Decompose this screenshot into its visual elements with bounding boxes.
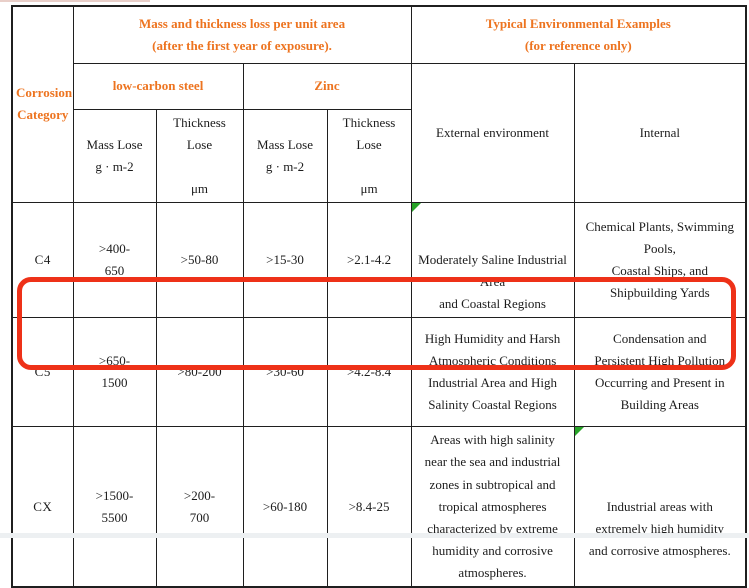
cell-c4-steel-mass-lose: >400- 650 bbox=[72, 201, 157, 319]
header-typical-environmental-examples: Typical Environmental Examples (for refe… bbox=[410, 5, 747, 64]
comment-corner-icon bbox=[411, 202, 421, 212]
header-low-carbon-steel: low-carbon steel bbox=[72, 62, 244, 110]
table-row-cx: CX >1500- 5500 >200- 700 >60-180 >8.4-25… bbox=[11, 426, 747, 588]
cell-c4-zinc-thickness-lose: >2.1-4.2 bbox=[326, 201, 412, 319]
header-external-environment: External environment bbox=[410, 62, 575, 203]
cell-cx-category: CX bbox=[11, 426, 74, 588]
corrosion-category-table: Corrosion Category Mass and thickness lo… bbox=[11, 5, 748, 588]
cell-c5-internal: Condensation and Persistent High Polluti… bbox=[573, 317, 747, 428]
header-zinc: Zinc bbox=[242, 62, 412, 110]
cell-c5-steel-thickness-lose: >80-200 bbox=[155, 317, 244, 428]
cell-c4-internal: Chemical Plants, Swimming Pools, Coastal… bbox=[573, 201, 747, 319]
table-row-c5-highlighted: C5 >650- 1500 >80-200 >30-60 >4.2-8.4 Hi… bbox=[11, 317, 747, 428]
screenshot-top-edge-artifact bbox=[0, 0, 150, 2]
header-mass-thickness-loss: Mass and thickness loss per unit area (a… bbox=[72, 5, 412, 64]
cell-c5-external-environment: High Humidity and Harsh Atmospheric Cond… bbox=[410, 317, 575, 428]
cell-c4-external-text: Moderately Saline Industrial Area and Co… bbox=[418, 252, 567, 312]
cell-cx-zinc-mass-lose: >60-180 bbox=[242, 426, 328, 588]
header-internal: Internal bbox=[573, 62, 747, 203]
header-steel-thickness-lose: Thickness Lose μm bbox=[155, 108, 244, 203]
cell-c5-zinc-thickness-lose: >4.2-8.4 bbox=[326, 317, 412, 428]
cell-c4-steel-thickness-lose: >50-80 bbox=[155, 201, 244, 319]
screenshot-bottom-edge-artifact bbox=[0, 533, 749, 538]
header-zinc-mass-lose: Mass Lose g · m-2 bbox=[242, 108, 328, 203]
cell-cx-internal: Industrial areas with extremely high hum… bbox=[573, 426, 747, 588]
cell-cx-external-environment: Areas with high salinity near the sea an… bbox=[410, 426, 575, 588]
cell-cx-steel-mass-lose: >1500- 5500 bbox=[72, 426, 157, 588]
cell-c5-zinc-mass-lose: >30-60 bbox=[242, 317, 328, 428]
cell-cx-internal-text: Industrial areas with extremely high hum… bbox=[588, 498, 731, 558]
cell-cx-steel-thickness-lose: >200- 700 bbox=[155, 426, 244, 588]
cell-c4-category: C4 bbox=[11, 201, 74, 319]
cell-cx-zinc-thickness-lose: >8.4-25 bbox=[326, 426, 412, 588]
cell-c5-category: C5 bbox=[11, 317, 74, 428]
header-corrosion-category: Corrosion Category bbox=[11, 5, 74, 203]
cell-c4-external-environment: Moderately Saline Industrial Area and Co… bbox=[410, 201, 575, 319]
table-row-c4: C4 >400- 650 >50-80 >15-30 >2.1-4.2 Mode… bbox=[11, 201, 747, 319]
header-zinc-thickness-lose: Thickness Lose μm bbox=[326, 108, 412, 203]
cell-c5-steel-mass-lose: >650- 1500 bbox=[72, 317, 157, 428]
header-steel-mass-lose: Mass Lose g · m-2 bbox=[72, 108, 157, 203]
cell-c4-zinc-mass-lose: >15-30 bbox=[242, 201, 328, 319]
comment-corner-icon bbox=[574, 427, 584, 437]
